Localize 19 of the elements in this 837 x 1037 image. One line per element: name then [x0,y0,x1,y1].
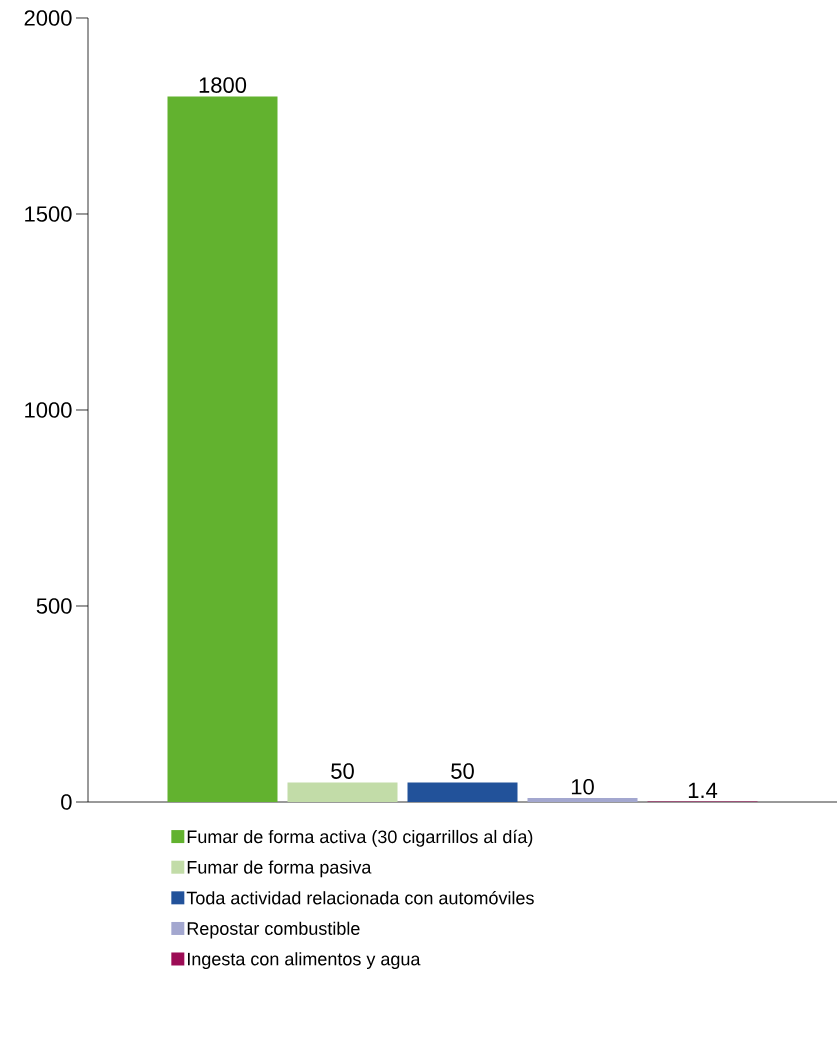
y-tick-label: 0 [61,794,72,810]
legend-label: Toda actividad relacionada con automóviles [186,890,534,905]
legend-label: Repostar combustible [187,921,360,939]
data-label: 10 [571,778,594,795]
bar [287,782,398,802]
y-tick-label: 1000 [25,402,72,418]
y-tick-label: 2000 [24,10,72,26]
data-label: 1800 [199,77,247,93]
data-label: 50 [331,763,354,779]
legend-label: Fumar de forma activa (30 cigarrillos al día) [187,829,533,847]
data-label: 1.4 [688,782,718,798]
bar [167,96,278,802]
bar [527,798,638,802]
data-label: 50 [451,763,474,779]
y-tick-label: 500 [36,598,72,614]
legend-label: Fumar de forma pasiva [187,860,372,878]
bar [407,782,518,802]
legend-label: Ingesta con alimentos y agua [187,952,421,969]
y-tick-label: 1500 [25,206,72,222]
